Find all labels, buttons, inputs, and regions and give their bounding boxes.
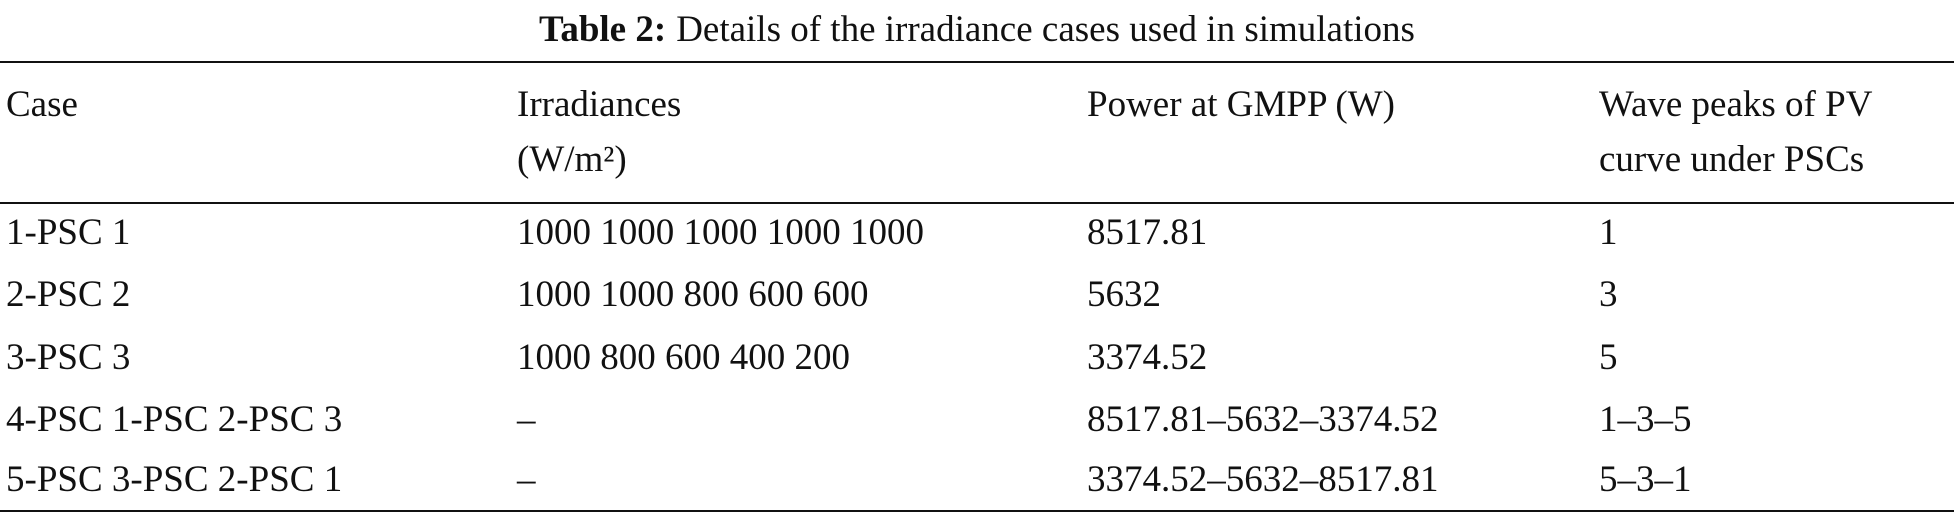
table-cell: 8517.81: [1087, 212, 1208, 253]
table-cell: 3374.52–5632–8517.81: [1087, 459, 1439, 500]
table-cell: 3374.52: [1087, 337, 1208, 378]
header-cell: Wave peaks of PV: [1599, 84, 1873, 125]
table-cell: 2-PSC 2: [6, 274, 131, 315]
top-rule: [0, 61, 1954, 63]
header-cell: Case: [6, 84, 78, 125]
table-cell: 3-PSC 3: [6, 337, 131, 378]
bottom-rule: [0, 510, 1954, 512]
table-cell: 1-PSC 1: [6, 212, 131, 253]
table-cell: 5-PSC 3-PSC 2-PSC 1: [6, 459, 343, 500]
header-cell: Irradiances: [517, 84, 682, 125]
mid-rule: [0, 202, 1954, 204]
header-cell: curve under PSCs: [1599, 139, 1865, 180]
table-cell: 5: [1599, 337, 1618, 378]
table-cell: –: [517, 459, 536, 500]
table-cell: 4-PSC 1-PSC 2-PSC 3: [6, 399, 343, 440]
table-cell: 1000 800 600 400 200: [517, 337, 850, 378]
table-cell: 5632: [1087, 274, 1161, 315]
table-caption: Table 2: Details of the irradiance cases …: [0, 8, 1954, 51]
table-cell: 5–3–1: [1599, 459, 1692, 500]
table-cell: 1000 1000 1000 1000 1000: [517, 212, 924, 253]
header-cell: Power at GMPP (W): [1087, 84, 1395, 125]
table-cell: 8517.81–5632–3374.52: [1087, 399, 1439, 440]
table-cell: 1: [1599, 212, 1618, 253]
caption-label: Table 2:: [539, 9, 667, 50]
table-cell: 1–3–5: [1599, 399, 1692, 440]
table-cell: 1000 1000 800 600 600: [517, 274, 869, 315]
table-cell: 3: [1599, 274, 1618, 315]
caption-text: Details of the irradiance cases used in …: [676, 9, 1415, 50]
header-cell: (W/m²): [517, 139, 627, 180]
table-cell: –: [517, 399, 536, 440]
